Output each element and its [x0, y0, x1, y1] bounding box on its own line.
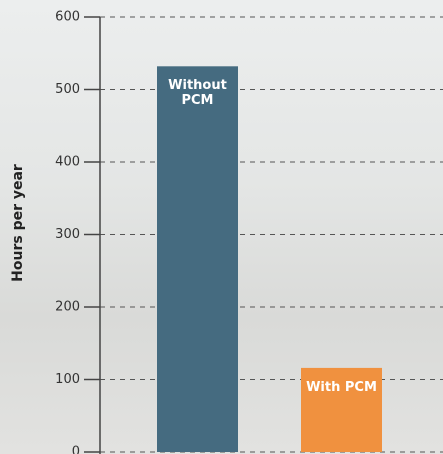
y-tick-label: 300	[55, 227, 80, 242]
bar	[157, 66, 238, 452]
bar-label: With PCM	[301, 380, 382, 395]
y-tick-label: 0	[72, 445, 80, 454]
y-tick-label: 100	[55, 372, 80, 387]
y-axis-label: Hours per year	[10, 164, 26, 282]
y-tick-label: 400	[55, 155, 80, 170]
y-tick-label: 600	[55, 10, 80, 25]
y-tick-label: 200	[55, 300, 80, 315]
y-tick-label: 500	[55, 82, 80, 97]
bar-label: Without PCM	[157, 78, 238, 108]
chart: Hours per year 0 100 200 300 400 500 600 Witho…	[0, 0, 443, 454]
